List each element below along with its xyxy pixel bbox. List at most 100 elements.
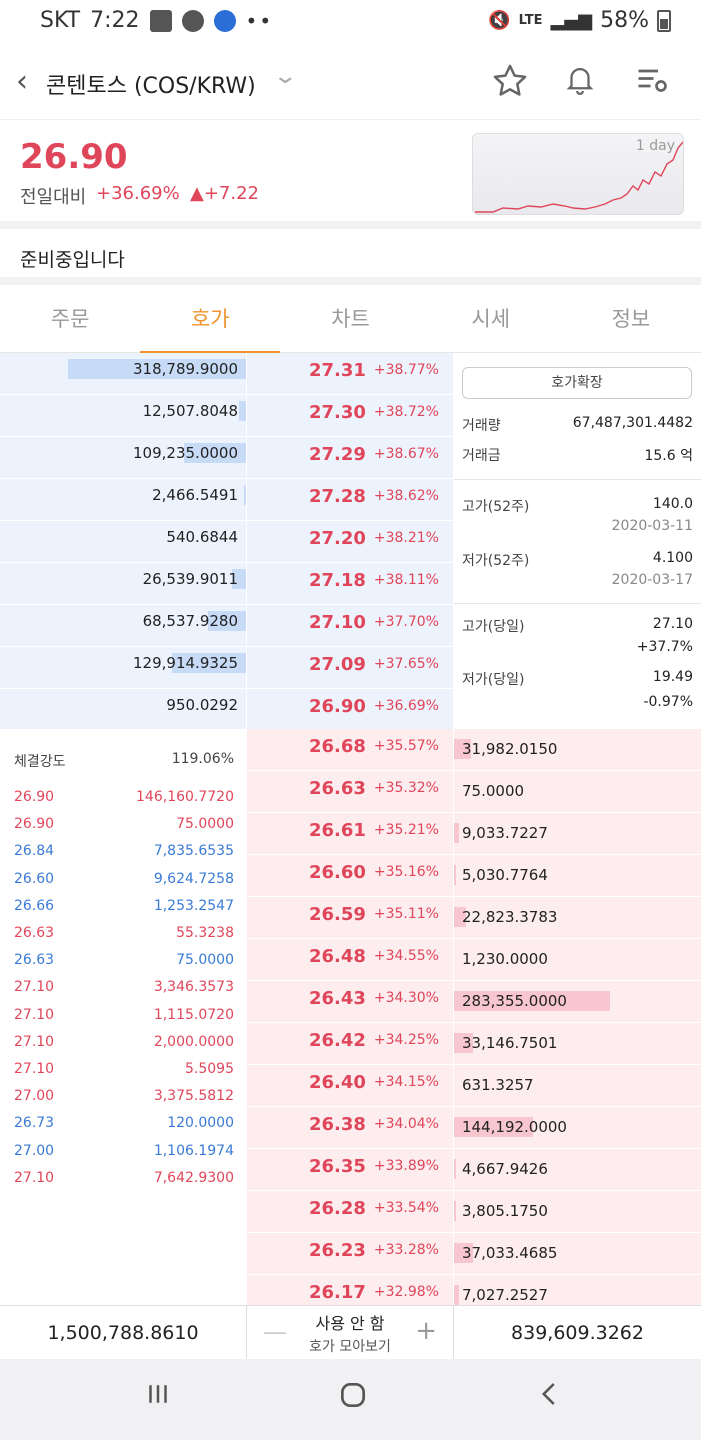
chevron-down-icon[interactable]: ⌄	[272, 64, 299, 89]
bid-quantity: 1,230.0000	[462, 950, 548, 968]
ask-price-cell[interactable]: 27.28 +38.62%	[247, 479, 453, 520]
ask-price-cell[interactable]: 27.09 +37.65%	[247, 647, 453, 688]
favorite-star-icon[interactable]	[490, 62, 530, 102]
amount-label: 거래금	[462, 448, 501, 464]
ask-row[interactable]: 12,507.8048 27.30 +38.72%	[0, 395, 701, 437]
tab-chart[interactable]: 차트	[331, 307, 370, 331]
bid-total: 839,609.3262	[511, 1322, 644, 1344]
bid-row[interactable]: 26.48 +34.55% 1,230.0000	[0, 939, 701, 981]
bid-price-cell[interactable]: 26.23 +33.28%	[247, 1233, 453, 1274]
tab-info[interactable]: 정보	[611, 307, 651, 331]
recent-apps-icon[interactable]	[128, 1379, 188, 1419]
bid-quantity-cell: 75.0000	[454, 771, 701, 812]
ask-row[interactable]: 68,537.9280 27.10 +37.70%	[0, 605, 701, 647]
ask-quantity-cell: 68,537.9280	[0, 605, 246, 646]
settings-list-icon[interactable]	[632, 62, 672, 102]
trade-price: 27.10	[14, 1169, 55, 1186]
ask-quantity: 109,235.0000	[133, 444, 238, 462]
signal-icon: ▂▄▆	[550, 10, 593, 31]
home-icon[interactable]	[323, 1379, 383, 1419]
bid-price-cell[interactable]: 26.28 +33.54%	[247, 1191, 453, 1232]
ask-price-cell[interactable]: 26.90 +36.69%	[247, 689, 453, 730]
bid-price: 26.68	[309, 736, 366, 757]
ask-row[interactable]: 109,235.0000 27.29 +38.67%	[0, 437, 701, 479]
high-day-label: 고가(당일)	[462, 619, 525, 635]
minus-button[interactable]: —	[263, 1318, 287, 1346]
bid-quantity-cell: 22,823.3783	[454, 897, 701, 938]
trade-row: 26.66 1,253.2547	[0, 898, 246, 922]
bid-row[interactable]: 26.38 +34.04% 144,192.0000	[0, 1107, 701, 1149]
high52-value: 140.0	[652, 496, 693, 512]
ask-price-cell[interactable]: 27.29 +38.67%	[247, 437, 453, 478]
bid-rate: +33.54%	[373, 1200, 439, 1216]
bid-row[interactable]: 26.23 +33.28% 37,033.4685	[0, 1233, 701, 1275]
bid-price-cell[interactable]: 26.61 +35.21%	[247, 813, 453, 854]
grouping-mode[interactable]: 사용 안 함	[315, 1314, 385, 1333]
bid-price-cell[interactable]: 26.48 +34.55%	[247, 939, 453, 980]
bid-quantity: 33,146.7501	[462, 1034, 558, 1052]
bid-price-cell[interactable]: 26.60 +35.16%	[247, 855, 453, 896]
trade-row: 27.00 3,375.5812	[0, 1088, 246, 1112]
tab-orderbook[interactable]: 호가	[140, 285, 281, 353]
trade-price: 26.60	[14, 870, 55, 887]
ask-rate: +38.77%	[373, 362, 439, 378]
bid-price-cell[interactable]: 26.40 +34.15%	[247, 1065, 453, 1106]
ask-row[interactable]: 2,466.5491 27.28 +38.62%	[0, 479, 701, 521]
bid-price-cell[interactable]: 26.43 +34.30%	[247, 981, 453, 1022]
tab-market[interactable]: 시세	[471, 307, 511, 331]
plus-button[interactable]: +	[415, 1316, 437, 1346]
bid-row[interactable]: 26.60 +35.16% 5,030.7764	[0, 855, 701, 897]
bid-quantity-cell: 37,033.4685	[454, 1233, 701, 1274]
ask-row[interactable]: 26,539.9011 27.18 +38.11%	[0, 563, 701, 605]
trade-price: 27.00	[14, 1142, 55, 1159]
change-percent: +36.69%	[96, 183, 180, 204]
bid-price-cell[interactable]: 26.42 +34.25%	[247, 1023, 453, 1064]
bid-price-cell[interactable]: 26.59 +35.11%	[247, 897, 453, 938]
back-nav-icon[interactable]	[520, 1379, 580, 1419]
divider	[454, 603, 701, 604]
ask-price-cell[interactable]: 27.18 +38.11%	[247, 563, 453, 604]
bid-row[interactable]: 26.42 +34.25% 33,146.7501	[0, 1023, 701, 1065]
trade-quantity: 7,642.9300	[153, 1169, 234, 1186]
bell-icon[interactable]	[560, 62, 600, 102]
ask-volume-bar	[68, 359, 246, 379]
expand-orderbook-button[interactable]: 호가확장	[462, 367, 692, 399]
bid-price: 26.42	[309, 1030, 366, 1051]
bid-price-cell[interactable]: 26.17 +32.98%	[247, 1275, 453, 1305]
ask-row[interactable]: 129,914.9325 27.09 +37.65%	[0, 647, 701, 689]
mini-price-chart[interactable]: 1 day	[472, 133, 684, 215]
bid-row[interactable]: 26.17 +32.98% 7,027.2527	[0, 1275, 701, 1305]
chrome-icon	[181, 9, 204, 32]
ask-row[interactable]: 540.6844 27.20 +38.21%	[0, 521, 701, 563]
bid-row[interactable]: 26.35 +33.89% 4,667.9426	[0, 1149, 701, 1191]
bid-price: 26.17	[309, 1282, 366, 1303]
bid-price-cell[interactable]: 26.63 +35.32%	[247, 771, 453, 812]
bid-row[interactable]: 26.40 +34.15% 631.3257	[0, 1065, 701, 1107]
ask-price-cell[interactable]: 27.10 +37.70%	[247, 605, 453, 646]
bid-price-cell[interactable]: 26.35 +33.89%	[247, 1149, 453, 1190]
bid-row[interactable]: 26.59 +35.11% 22,823.3783	[0, 897, 701, 939]
mute-icon: 🔇	[488, 10, 511, 31]
ask-row[interactable]: 318,789.9000 27.31 +38.77%	[0, 353, 701, 395]
bid-row[interactable]: 26.28 +33.54% 3,805.1750	[0, 1191, 701, 1233]
bid-row[interactable]: 26.43 +34.30% 283,355.0000	[0, 981, 701, 1023]
bid-row[interactable]: 26.68 +35.57% 31,982.0150	[0, 729, 701, 771]
bid-price-cell[interactable]: 26.38 +34.04%	[247, 1107, 453, 1148]
ask-price-cell[interactable]: 27.20 +38.21%	[247, 521, 453, 562]
bid-price-cell[interactable]: 26.68 +35.57%	[247, 729, 453, 770]
ask-price-cell[interactable]: 27.30 +38.72%	[247, 395, 453, 436]
bid-quantity: 4,667.9426	[462, 1160, 548, 1178]
volume-label: 거래량	[462, 418, 501, 434]
bid-row[interactable]: 26.63 +35.32% 75.0000	[0, 771, 701, 813]
ask-price-cell[interactable]: 27.31 +38.77%	[247, 353, 453, 394]
page-title[interactable]: 콘텐토스 (COS/KRW)	[46, 74, 256, 99]
bid-price: 26.40	[309, 1072, 366, 1093]
tab-order[interactable]: 주문	[50, 307, 90, 331]
trade-row: 27.10 2,000.0000	[0, 1034, 246, 1058]
bid-row[interactable]: 26.61 +35.21% 9,033.7227	[0, 813, 701, 855]
bid-quantity: 7,027.2527	[462, 1286, 548, 1304]
ask-row[interactable]: 950.0292 26.90 +36.69%	[0, 689, 701, 731]
strength-label: 체결강도	[14, 754, 66, 770]
ask-quantity: 950.0292	[166, 696, 238, 714]
back-button[interactable]: ‹	[16, 64, 28, 99]
